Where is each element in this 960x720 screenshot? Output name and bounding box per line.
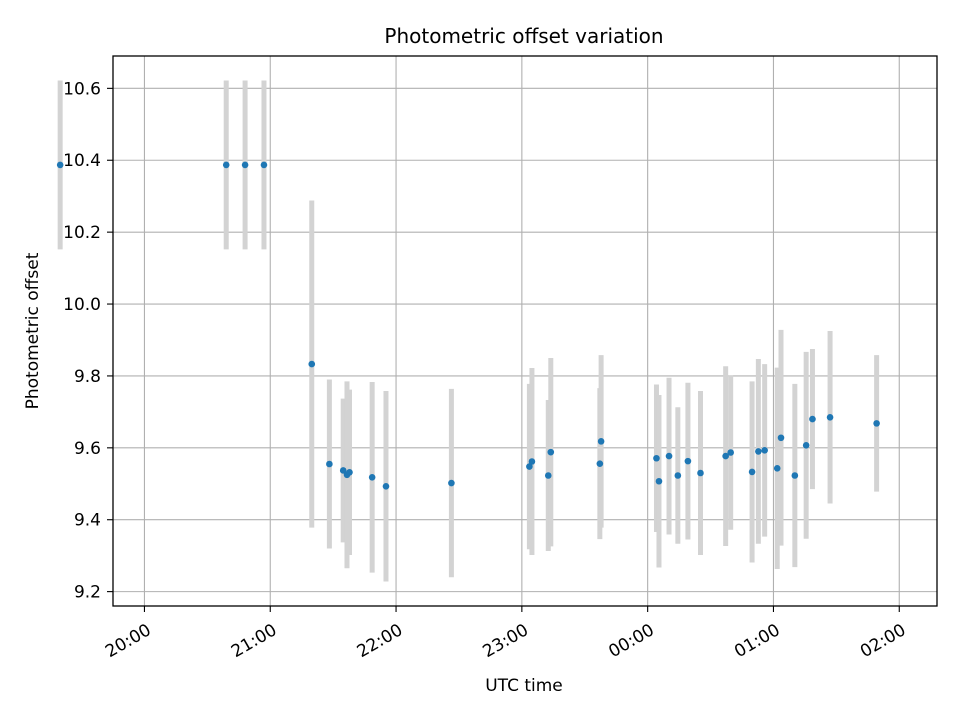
data-point <box>222 161 230 169</box>
data-point <box>56 161 64 169</box>
y-tick-label: 10.6 <box>63 79 101 99</box>
grid <box>113 56 937 606</box>
data-point <box>346 468 353 476</box>
y-tick-label: 9.2 <box>74 583 101 603</box>
y-axis-label: Photometric offset <box>23 252 43 409</box>
data-point <box>526 463 533 470</box>
data-point <box>597 438 605 445</box>
chart-title: Photometric offset variation <box>384 24 663 48</box>
y-tick-label: 10.4 <box>63 151 101 171</box>
data-point <box>448 479 455 487</box>
data-point <box>528 458 536 465</box>
y-axis-ticks: 9.2 9.4 9.6 9.8 10.0 10.2 10.4 10.6 <box>63 79 113 603</box>
data-point <box>684 457 692 465</box>
data-point <box>722 452 729 460</box>
data-point <box>326 460 333 468</box>
data-point <box>791 472 799 479</box>
data-point <box>241 161 249 169</box>
data-point <box>761 447 768 454</box>
data-point <box>382 482 390 490</box>
y-tick-label: 9.8 <box>74 367 101 387</box>
data-point <box>547 448 555 456</box>
data-point <box>773 465 781 472</box>
data-point <box>339 467 347 474</box>
data-point <box>260 161 268 169</box>
data-point <box>748 468 756 476</box>
data-point <box>802 442 810 449</box>
data-point <box>308 360 316 368</box>
plot-area-frame <box>112 55 938 607</box>
data-point <box>665 452 673 460</box>
y-tick-label: 10.0 <box>63 295 101 315</box>
x-axis-label: UTC time <box>485 676 563 696</box>
data-point <box>873 420 880 427</box>
data-points <box>56 161 880 490</box>
y-tick-label: 9.4 <box>74 511 101 531</box>
data-point <box>809 415 816 423</box>
y-tick-label: 9.6 <box>74 439 101 459</box>
data-point <box>697 469 704 477</box>
data-point <box>596 460 604 467</box>
data-point <box>653 454 660 462</box>
data-point <box>727 449 734 456</box>
y-tick-label: 10.2 <box>63 223 101 243</box>
data-point <box>674 472 682 479</box>
data-point <box>368 474 376 481</box>
data-point <box>544 472 552 479</box>
data-point <box>826 413 834 421</box>
data-point <box>755 448 762 455</box>
data-point <box>777 434 785 442</box>
data-point <box>655 477 663 485</box>
